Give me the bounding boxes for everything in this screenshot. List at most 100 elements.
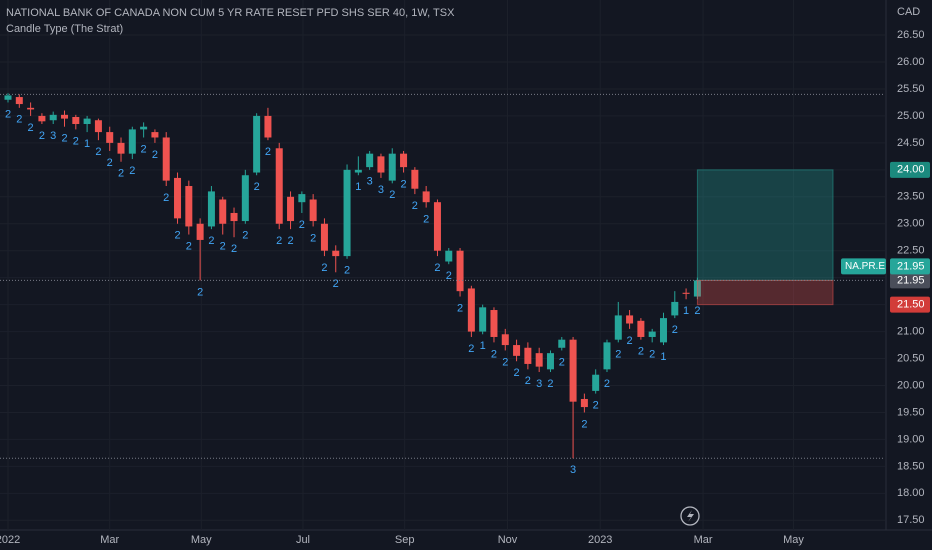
strat-label: 2	[638, 346, 644, 358]
symbol-tag: NA.PR.E	[845, 261, 885, 272]
y-tick-label: 25.00	[897, 110, 925, 122]
candle-body	[637, 320, 645, 337]
strat-label: 2	[254, 181, 260, 193]
strat-label: 2	[649, 348, 655, 360]
strat-label: 2	[61, 133, 67, 145]
candle-body	[603, 342, 611, 370]
strat-label: 2	[39, 130, 45, 142]
strat-label: 2	[220, 240, 226, 252]
strat-label: 2	[627, 335, 633, 347]
candle-body	[445, 250, 453, 262]
strat-label: 2	[16, 114, 22, 126]
logo	[680, 506, 700, 526]
candle-body	[253, 115, 261, 173]
y-tick-label: 24.50	[897, 137, 925, 149]
strat-label: 2	[287, 235, 293, 247]
stop-tag: 21.50	[897, 299, 925, 311]
strat-label: 2	[672, 324, 678, 336]
candle-body	[162, 137, 170, 181]
candle-body	[4, 95, 12, 100]
candle-body	[287, 196, 295, 222]
strat-label: 2	[344, 265, 350, 277]
strat-label: 2	[423, 213, 429, 225]
last-price-tag-bg	[890, 258, 930, 275]
candle-body	[83, 118, 91, 125]
candle-body	[140, 126, 148, 130]
strat-label: 2	[73, 135, 79, 147]
strat-label: 2	[242, 230, 248, 242]
candle-body	[377, 156, 385, 173]
stop-tag-bg	[890, 296, 930, 313]
candle-body	[513, 345, 521, 356]
strat-label: 2	[163, 192, 169, 204]
candle-body	[671, 301, 679, 316]
logo-bolt	[687, 510, 694, 522]
strat-label: 2	[389, 189, 395, 201]
strat-label: 2	[491, 348, 497, 360]
strat-label: 2	[141, 143, 147, 155]
candle-body	[433, 202, 441, 251]
candle-body	[72, 116, 80, 125]
candle-body	[626, 315, 634, 324]
strat-label: 2	[412, 200, 418, 212]
strat-label: 3	[378, 184, 384, 196]
x-tick-label: Sep	[395, 534, 415, 546]
strat-label: 2	[321, 262, 327, 274]
x-tick-label: May	[191, 534, 212, 546]
candle-body	[456, 250, 464, 292]
entry-tag-bg	[890, 272, 930, 289]
strat-label: 3	[570, 464, 576, 476]
y-tick-label: 18.00	[897, 487, 925, 499]
candle-body	[682, 292, 690, 294]
candle-body	[354, 169, 362, 173]
strat-label: 2	[434, 262, 440, 274]
last-price-tag: 21.95	[897, 260, 925, 272]
candle-body	[535, 353, 543, 367]
strat-label: 1	[355, 181, 361, 193]
strat-label: 2	[333, 278, 339, 290]
strat-label: 2	[310, 232, 316, 244]
strat-label: 2	[615, 348, 621, 360]
strat-label: 2	[299, 219, 305, 231]
candle-body	[592, 374, 600, 391]
strat-label: 2	[457, 302, 463, 314]
y-tick-label: 20.00	[897, 379, 925, 391]
strat-label: 2	[197, 286, 203, 298]
strat-label: 2	[186, 240, 192, 252]
strat-label: 3	[367, 176, 373, 188]
strat-label: 1	[84, 138, 90, 150]
candle-body	[366, 153, 374, 168]
strat-label: 1	[683, 305, 689, 317]
candle-body	[185, 186, 193, 227]
x-tick-label: Mar	[694, 534, 713, 546]
y-tick-label: 19.50	[897, 406, 925, 418]
candle-body	[411, 169, 419, 189]
y-tick-label: 25.50	[897, 83, 925, 95]
candle-body	[648, 331, 656, 337]
y-tick-label: 26.00	[897, 56, 925, 68]
strat-label: 2	[276, 235, 282, 247]
y-tick-label: 26.50	[897, 29, 925, 41]
candle-body	[659, 318, 667, 343]
currency: CAD	[897, 6, 920, 18]
chart-title: NATIONAL BANK OF CANADA NON CUM 5 YR RAT…	[6, 7, 455, 19]
target-tag-bg	[890, 161, 930, 178]
strat-label: 2	[265, 146, 271, 158]
x-tick-label: 2023	[588, 534, 612, 546]
candle-body	[343, 169, 351, 257]
candle-body	[388, 153, 396, 181]
strat-label: 1	[660, 351, 666, 363]
strat-label: 2	[525, 375, 531, 387]
strat-label: 2	[5, 108, 11, 120]
candle-body	[128, 129, 136, 154]
y-tick-label: 17.50	[897, 514, 925, 526]
candle-body	[580, 398, 588, 408]
strat-label: 2	[468, 343, 474, 355]
candle-body	[546, 353, 554, 370]
candle-body	[27, 107, 35, 110]
candle-body	[264, 115, 272, 138]
candle-body	[569, 339, 577, 402]
y-tick-label: 20.50	[897, 352, 925, 364]
strat-label: 2	[95, 146, 101, 158]
candle-body	[151, 132, 159, 138]
